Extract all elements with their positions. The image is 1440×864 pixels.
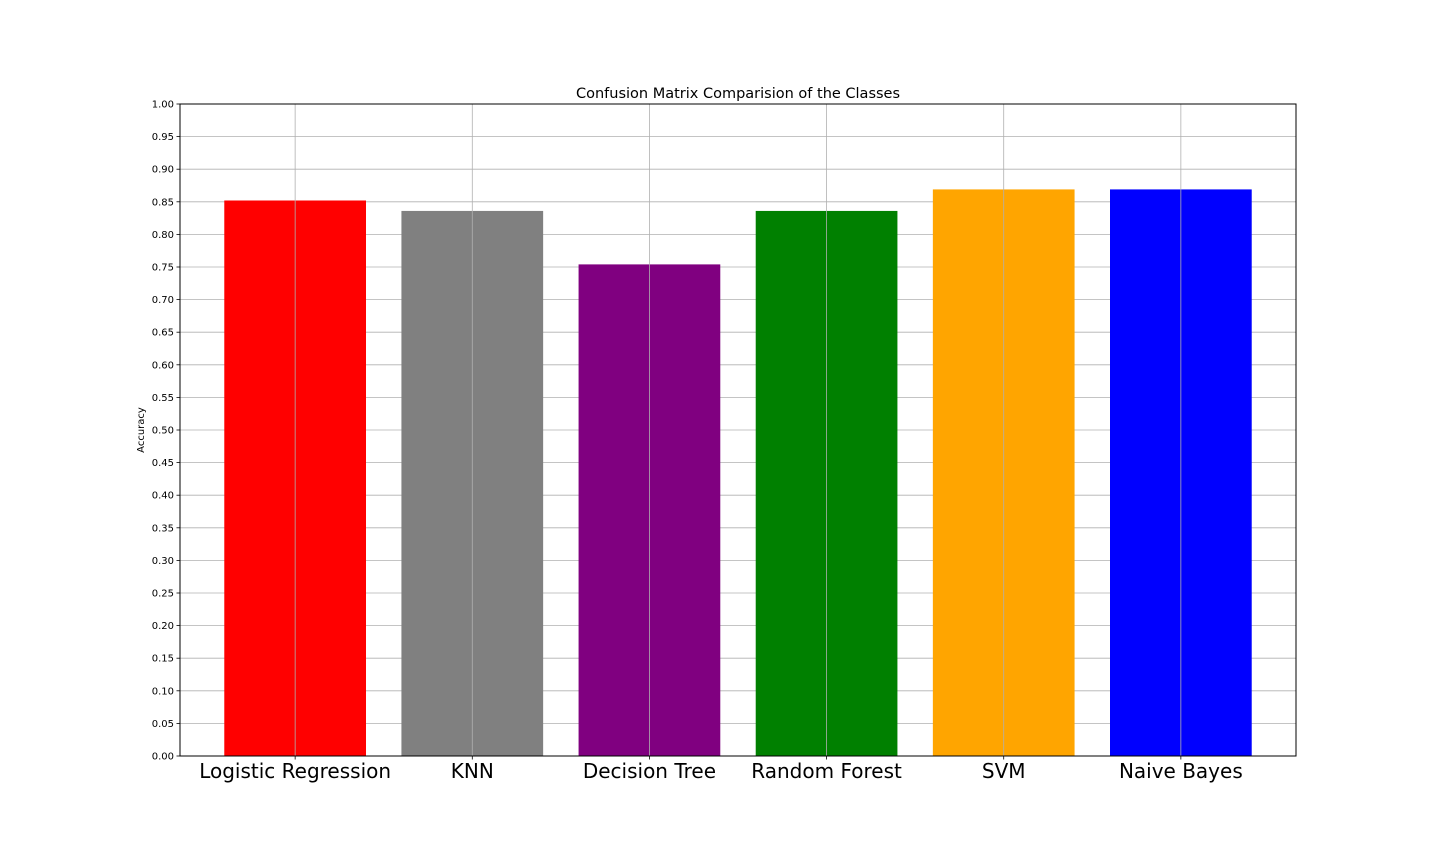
x-tick-label: Logistic Regression [199,759,391,783]
y-tick-label: 0.10 [152,686,174,697]
y-tick-label: 0.30 [152,556,174,567]
chart-title: Confusion Matrix Comparision of the Clas… [576,86,900,102]
x-tick-label: Random Forest [751,759,902,783]
y-tick-label: 0.80 [152,230,174,241]
y-tick-label: 0.35 [152,523,174,534]
bars [224,189,1252,757]
y-axis-label: Accuracy [136,407,147,453]
y-tick-label: 0.75 [152,263,174,274]
y-tick-label: 0.95 [152,132,174,143]
y-tick-label: 0.25 [152,589,174,600]
x-tick-label: KNN [451,759,494,783]
vertical-grid-lines [294,104,1182,756]
y-tick-label: 0.70 [152,295,174,306]
y-tick-label: 0.15 [152,654,174,665]
y-tick-label: 0.55 [152,393,174,404]
y-tick-label: 0.65 [152,328,174,339]
y-tick-label: 0.00 [152,752,174,763]
y-tick-label: 0.40 [152,491,174,502]
x-tick-label: SVM [982,759,1026,783]
y-tick-label: 0.20 [152,621,174,632]
x-axis-ticks: Logistic Regression KNN Decision Tree Rando… [199,756,1243,783]
x-tick-label: Naive Bayes [1119,759,1243,783]
y-tick-label: 0.05 [152,719,174,730]
y-tick-label: 1.00 [152,100,174,111]
x-tick-label: Decision Tree [583,759,716,783]
y-tick-label: 0.85 [152,197,174,208]
y-tick-label: 0.50 [152,426,174,437]
y-tick-label: 0.45 [152,458,174,469]
y-axis-ticks: 0.00 0.05 0.10 0.15 0.20 0.25 0.30 0.35 0.40 0.45… [152,100,180,763]
y-tick-label: 0.60 [152,360,174,371]
y-tick-label: 0.90 [152,165,174,176]
